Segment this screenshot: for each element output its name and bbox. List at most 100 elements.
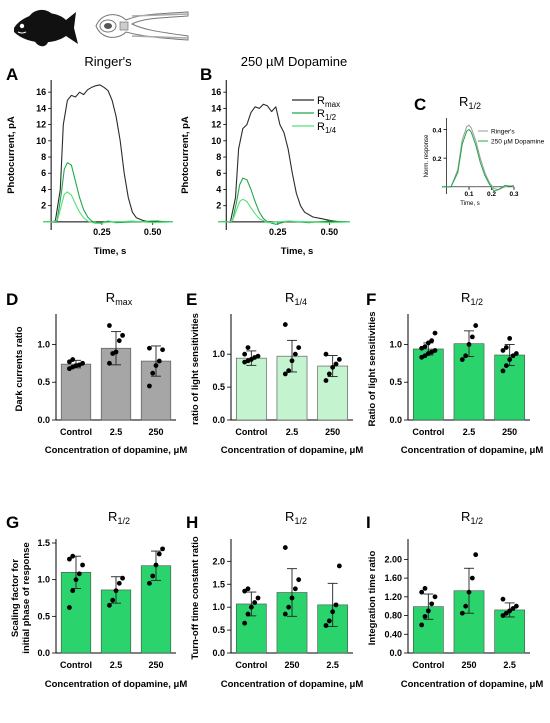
data-point-0-5 <box>242 588 248 594</box>
panel-title-E-sub: 1/4 <box>294 297 307 307</box>
data-point-2-3 <box>333 602 339 608</box>
data-point-1-0 <box>107 602 112 608</box>
legend-label-dopamine: 250 µM Dopamine <box>491 139 545 146</box>
y-tick-label: 1.60 <box>384 573 402 583</box>
panel-F: F R1/2 0.0 0.5 1.0 Control 2.5 250 Concentration… <box>366 290 543 456</box>
x-tick-label: 0.25 <box>269 227 287 237</box>
legend-label-r_quarter-base: R <box>317 121 325 133</box>
legend-label-r_half-sub: 1/2 <box>325 113 337 122</box>
category-label-1: 2.5 <box>463 427 476 437</box>
data-point-0-9 <box>432 330 438 336</box>
panel-title-G-sub: 1/2 <box>117 516 130 526</box>
data-point-1-3 <box>469 334 475 340</box>
data-point-2-1 <box>326 618 332 624</box>
data-point-1-4 <box>296 577 302 583</box>
panel-title-G: R1/2 <box>108 509 130 526</box>
legend-label-r_half: R1/2 <box>317 108 337 122</box>
data-point-2-5 <box>147 345 152 351</box>
y-tick-label: 0.0 <box>212 648 225 658</box>
data-point-2-0 <box>323 623 329 628</box>
x-tick-label: 0.1 <box>464 191 473 198</box>
category-label-2: 250 <box>148 660 163 670</box>
panel-G: G R1/2 0.0 0.5 1.0 1.5 Control 2.5 250 Concentrat… <box>6 509 187 690</box>
panel-title-I: R1/2 <box>461 509 483 526</box>
y-tick-label: 14 <box>36 103 46 113</box>
panel-title-H-sub: 1/2 <box>294 516 307 526</box>
data-point-1-4 <box>120 575 125 581</box>
panel-title-D-sub: max <box>115 297 133 307</box>
x-axis-label: Time, s <box>460 201 479 207</box>
panel-title-C-sub: 1/2 <box>468 101 481 111</box>
x-axis-label: Time, s <box>94 246 127 257</box>
y-tick-label: 0.5 <box>212 625 225 635</box>
data-point-2-2 <box>507 608 513 614</box>
y-tick-label: 14 <box>211 103 221 113</box>
y-axis-label: Photocurrent, pA <box>180 116 191 194</box>
data-point-1-2 <box>466 589 472 595</box>
data-point-0-5 <box>419 589 425 595</box>
data-point-1-3 <box>292 351 298 357</box>
fish-icon <box>14 9 78 47</box>
data-point-1-4 <box>473 552 479 558</box>
panel-title-F-sub: 1/2 <box>470 297 483 307</box>
series-line-dopamine <box>442 129 515 192</box>
x-tick-label: 0.50 <box>321 227 339 237</box>
data-point-1-2 <box>466 342 472 347</box>
panel-D: D Rmax 0.0 0.5 1.0 Control 2.5 250 Concentration… <box>6 290 187 456</box>
data-point-1-1 <box>463 353 469 359</box>
panel-title-I-base: R <box>461 509 470 524</box>
y-tick-label: 16 <box>36 87 46 97</box>
data-point-1-1 <box>110 597 116 603</box>
data-point-1-3 <box>116 580 122 586</box>
y-tick-label: 6 <box>41 168 46 178</box>
y-axis-label-line: initial phase of response <box>21 542 32 653</box>
data-point-0-6 <box>245 586 251 592</box>
legend-label-r_quarter-sub: 1/4 <box>325 126 337 135</box>
y-axis-label: Turn-off time constant ratio <box>190 536 201 660</box>
y-tick-label: 0.4 <box>432 127 441 134</box>
y-axis-label: ratio of light sensitivities <box>190 313 201 425</box>
data-point-0-4 <box>432 594 438 600</box>
data-point-2-0 <box>323 378 329 383</box>
y-axis-label: Dark currents ratio <box>14 326 25 411</box>
y-tick-label: 2.0 <box>212 556 225 566</box>
legend-label-rmax: Rmax <box>317 95 340 109</box>
data-point-2-5 <box>500 596 506 602</box>
data-point-2-1 <box>503 363 509 368</box>
y-tick-label: 0.0 <box>37 648 50 658</box>
y-tick-label: 10 <box>211 136 221 146</box>
y-tick-label: 8 <box>216 152 221 162</box>
y-tick-label: 2 <box>216 201 221 211</box>
panel-title-H: R1/2 <box>285 509 307 526</box>
panel-title-C: R1/2 <box>459 94 481 111</box>
y-tick-label: 8 <box>41 152 46 162</box>
y-tick-label: 0.40 <box>384 629 402 639</box>
data-point-2-5 <box>323 351 329 357</box>
data-point-2-2 <box>330 609 336 615</box>
panel-title-F-base: R <box>461 290 470 305</box>
data-point-2-3 <box>333 361 339 367</box>
data-point-2-2 <box>507 357 513 362</box>
data-point-2-4 <box>160 347 165 353</box>
data-point-1-2 <box>289 358 295 364</box>
data-point-1-5 <box>282 322 288 327</box>
data-point-1-2 <box>113 588 119 594</box>
y-tick-label: 0.5 <box>212 382 225 392</box>
panel-title-E-base: R <box>285 290 294 305</box>
panel-letter-I: I <box>366 513 371 532</box>
data-point-0-2 <box>425 608 431 614</box>
data-point-0-5 <box>67 556 72 562</box>
y-tick-label: 1.0 <box>37 339 50 349</box>
legend-label-rmax-sub: max <box>325 100 340 109</box>
data-point-0-4 <box>80 562 85 568</box>
series-line-r_quarter <box>218 198 351 224</box>
category-label-0: Control <box>412 427 444 437</box>
category-label-0: Control <box>235 427 267 437</box>
y-tick-label: 1.0 <box>37 575 50 585</box>
data-point-0-0 <box>67 605 72 610</box>
panel-title-I-sub: 1/2 <box>470 516 483 526</box>
data-point-0-3 <box>76 571 82 577</box>
y-tick-label: 0.5 <box>37 611 50 621</box>
data-point-1-1 <box>463 603 469 609</box>
